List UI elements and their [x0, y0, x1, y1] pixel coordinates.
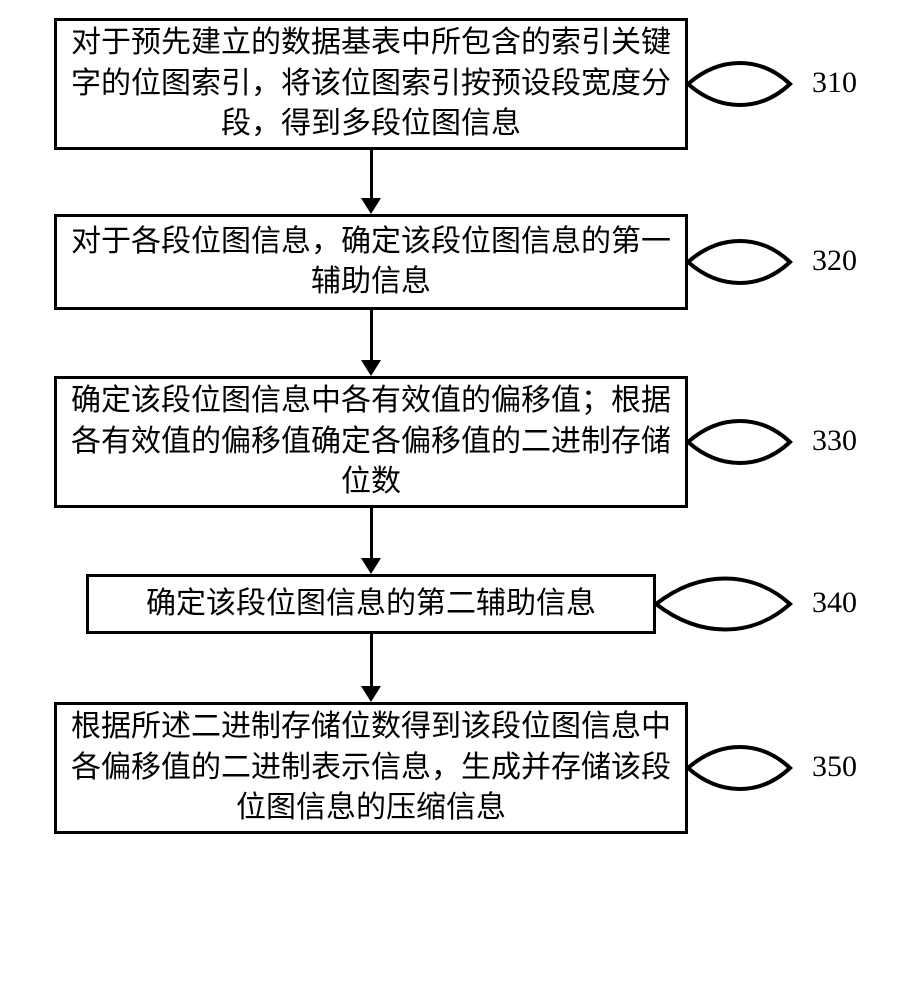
connector-310 [0, 0, 907, 1000]
connector-path [688, 63, 790, 105]
step-label-350: 350 [812, 750, 857, 784]
flowchart-canvas: 对于预先建立的数据基表中所包含的索引关键字的位图索引，将该位图索引按预设段宽度分… [0, 0, 907, 1000]
connector-path [656, 579, 790, 630]
connector-path [688, 241, 790, 283]
step-label-310: 310 [812, 66, 857, 100]
step-label-340: 340 [812, 586, 857, 620]
connector-path [688, 747, 790, 789]
step-label-330: 330 [812, 424, 857, 458]
connector-path [688, 421, 790, 463]
step-label-320: 320 [812, 244, 857, 278]
